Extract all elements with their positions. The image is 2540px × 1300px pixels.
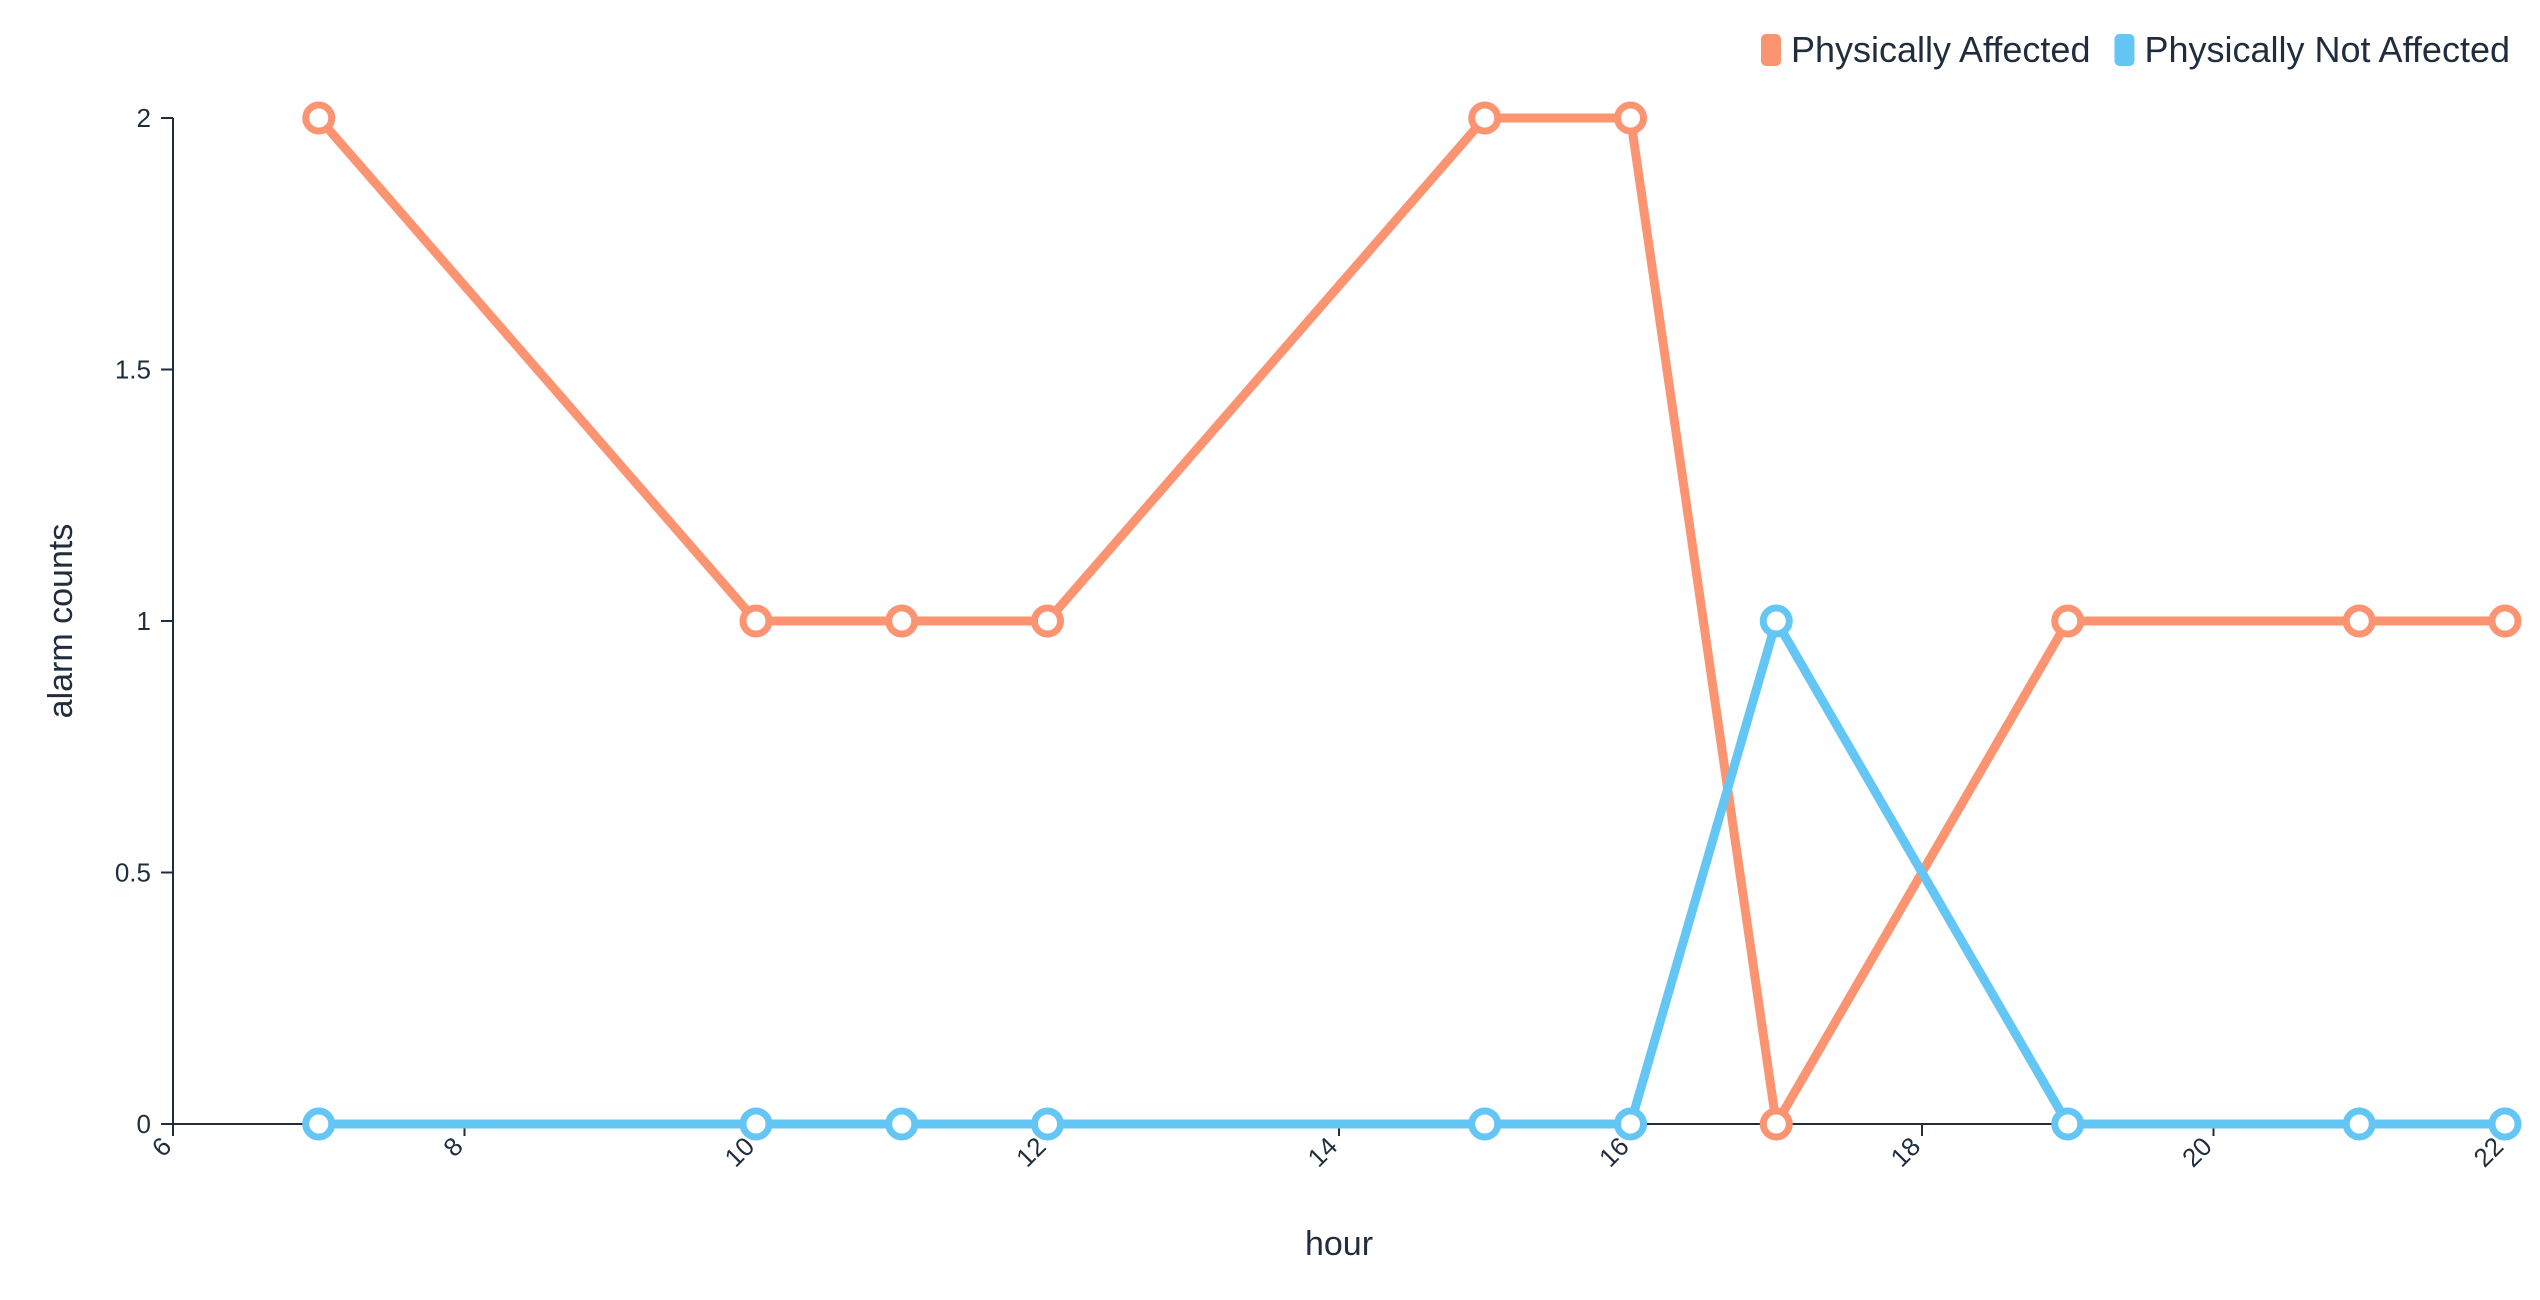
series-physically-affected [314, 113, 2510, 1129]
x-tick-label: 14 [1302, 1131, 1344, 1173]
legend-swatch [2114, 34, 2135, 66]
data-point[interactable] [2488, 604, 2522, 638]
y-axis-title: alarm counts [42, 524, 80, 719]
legend-swatch [1760, 34, 1781, 66]
data-point[interactable] [1031, 604, 1064, 638]
data-point[interactable] [885, 1107, 919, 1141]
data-point[interactable] [739, 604, 773, 638]
data-point[interactable] [2342, 604, 2376, 638]
data-point[interactable] [2051, 1107, 2085, 1141]
data-point[interactable] [302, 1107, 336, 1141]
series-layer [302, 101, 2522, 1141]
data-point[interactable] [2051, 604, 2085, 638]
legend-item[interactable]: Physically Affected [1760, 29, 2091, 70]
data-point[interactable] [1614, 101, 1647, 135]
series-line [314, 113, 2510, 1129]
x-tick-label: 18 [1885, 1131, 1927, 1173]
series-physically-not-affected [314, 616, 2510, 1129]
data-point[interactable] [2342, 1107, 2376, 1141]
x-axis: 6 8 10 12 14 16 18 20 22 [146, 1123, 2509, 1173]
data-point[interactable] [2488, 1107, 2522, 1141]
data-point[interactable] [1468, 1107, 1502, 1141]
data-point[interactable] [885, 604, 919, 638]
y-tick-label: 1 [137, 606, 151, 636]
legend-label: Physically Not Affected [2144, 29, 2510, 70]
y-tick-label: 0.5 [115, 858, 151, 888]
y-tick-label: 2 [137, 103, 151, 133]
y-tick-label: 0 [137, 1109, 151, 1139]
y-axis: 0 0.5 1 1.5 2 [115, 103, 174, 1139]
y-tick-label: 1.5 [115, 355, 151, 385]
legend-label: Physically Affected [1791, 29, 2091, 70]
legend-item[interactable]: Physically Not Affected [2114, 29, 2510, 70]
data-point[interactable] [1031, 1107, 1064, 1141]
x-axis-title: hour [1305, 1225, 1373, 1263]
markers-physically-not-affected [302, 604, 2522, 1141]
data-point[interactable] [739, 1107, 773, 1141]
markers-physically-affected [302, 101, 2522, 1141]
data-point[interactable] [1614, 1107, 1647, 1141]
series-line [314, 616, 2510, 1129]
data-point[interactable] [1759, 604, 1793, 638]
data-point[interactable] [1468, 101, 1502, 135]
x-tick-label: 20 [2176, 1131, 2218, 1173]
data-point[interactable] [302, 101, 336, 135]
data-point[interactable] [1759, 1107, 1793, 1141]
legend: Physically Affected Physically Not Affect… [1760, 29, 2510, 70]
